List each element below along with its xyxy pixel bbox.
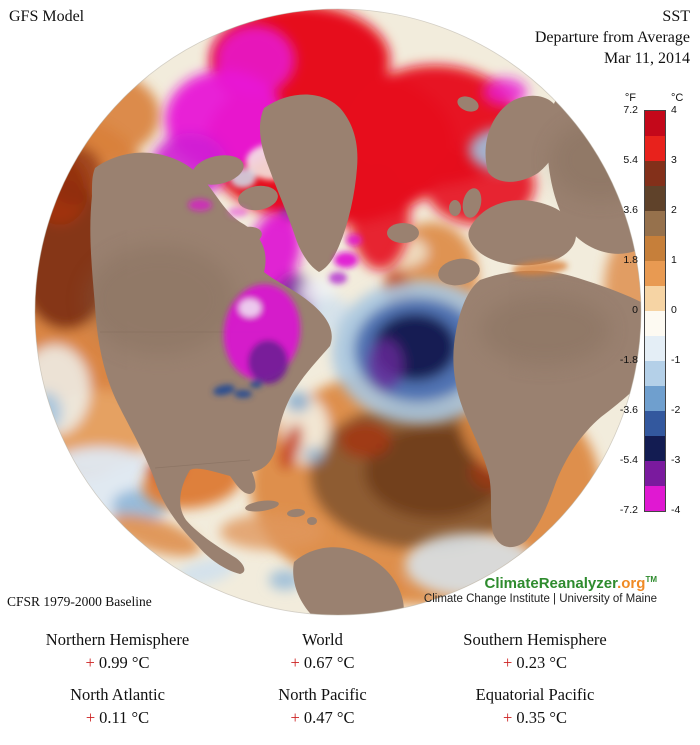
land-greenland	[259, 94, 358, 272]
page-subtitle: Departure from Average	[534, 29, 690, 47]
stat-value: +0.47 °C	[278, 708, 366, 728]
stats-row-1: Northern Hemisphere +0.99 °C World +0.67…	[0, 630, 700, 673]
stat-equatorial-pacific: Equatorial Pacific +0.35 °C	[476, 685, 595, 728]
colorbar-tick-f: 7.2	[623, 104, 638, 116]
colorbar-ticks-c: 4 3 2 1 0 -1 -2 -3 -4	[666, 104, 696, 516]
anomaly-sign: +	[503, 653, 513, 672]
stat-northern-hemisphere: Northern Hemisphere +0.99 °C	[46, 630, 189, 673]
stat-value: +0.11 °C	[70, 708, 165, 728]
regional-anomaly-stats: Northern Hemisphere +0.99 °C World +0.67…	[0, 630, 700, 740]
date-label: Mar 11, 2014	[603, 50, 690, 68]
stat-label: North Pacific	[278, 685, 367, 704]
stat-north-atlantic: North Atlantic +0.11 °C	[70, 685, 165, 728]
land-scandinavia	[485, 95, 563, 182]
colorbar-units: °F °C	[600, 92, 700, 104]
title-block: SST Departure from Average Mar 11, 2014	[535, 6, 690, 69]
colorbar-tick-f: -7.2	[619, 504, 638, 516]
colorbar-tick-c: -2	[671, 404, 681, 416]
anomaly-sign: +	[290, 653, 300, 672]
colorbar-tick-f: -5.4	[619, 454, 638, 466]
colorbar-tick-c: 0	[671, 304, 677, 316]
anomaly-value: 0.35 °C	[516, 708, 567, 727]
land-iberia	[438, 258, 480, 286]
stat-label: World	[302, 630, 343, 649]
land-south-america	[293, 547, 404, 615]
anomaly-sign: +	[503, 708, 513, 727]
anomaly-sign: +	[85, 653, 95, 672]
land-iceland	[387, 223, 419, 243]
colorbar-tick-c: 2	[671, 204, 677, 216]
colorbar-tick-f: 5.4	[623, 154, 638, 166]
colorbar-tick-c: -1	[671, 354, 681, 366]
stat-southern-hemisphere: Southern Hemisphere +0.23 °C	[463, 630, 606, 673]
stat-label: North Atlantic	[70, 685, 165, 704]
stat-value: +0.35 °C	[476, 708, 595, 728]
page-title: SST	[662, 8, 690, 25]
stat-north-pacific: North Pacific +0.47 °C	[278, 685, 366, 728]
anomaly-value: 0.67 °C	[303, 653, 355, 672]
colorbar-ticks-f: 7.2 5.4 3.6 1.8 0 -1.8 -3.6 -5.4 -7.2	[600, 104, 642, 516]
colorbar-tick-c: 1	[671, 254, 677, 266]
anomaly-sign: +	[290, 708, 300, 727]
model-label: GFS Model	[9, 8, 85, 25]
colorbar-gradient	[644, 110, 666, 512]
stat-label: Equatorial Pacific	[475, 685, 595, 704]
colorbar-body: 7.2 5.4 3.6 1.8 0 -1.8 -3.6 -5.4 -7.2 4 3 2 1 0 -1 -2 -…	[600, 104, 700, 516]
colorbar-tick-f: 1.8	[623, 254, 638, 266]
anomaly-value: 0.11 °C	[99, 708, 150, 727]
colorbar-tick-c: -3	[671, 454, 681, 466]
anomaly-value: 0.99 °C	[98, 653, 150, 672]
colorbar-tick-c: 3	[671, 154, 677, 166]
stats-row-2: North Atlantic +0.11 °C North Pacific +0…	[0, 685, 700, 728]
anomaly-value: 0.47 °C	[303, 708, 355, 727]
colorbar-unit-f: °F	[624, 92, 636, 104]
land-svalbard	[457, 96, 479, 112]
baseline-label: CFSR 1979-2000 Baseline	[7, 594, 152, 609]
anomaly-value: 0.23 °C	[516, 653, 567, 672]
land-caribbean-islands	[245, 500, 317, 525]
stat-label: Northern Hemisphere	[45, 630, 190, 649]
colorbar-tick-c: -4	[671, 504, 681, 516]
colorbar-tick-c: 4	[671, 104, 677, 116]
stat-world: World +0.67 °C	[291, 630, 355, 673]
brand-name: ClimateReanalyzer	[484, 575, 618, 592]
land-europe	[468, 200, 577, 266]
stat-value: +0.99 °C	[46, 653, 189, 673]
colorbar-tick-f: 3.6	[623, 204, 638, 216]
brand-trademark: TM	[645, 575, 657, 584]
brand-org-suffix: .org	[617, 575, 646, 592]
colorbar-tick-f: 0	[632, 304, 638, 316]
land-ireland	[449, 200, 461, 216]
colorbar-unit-c: °C	[671, 92, 684, 104]
inland-water-anomalies	[188, 199, 568, 398]
colorbar-tick-f: -1.8	[619, 354, 638, 366]
stat-value: +0.23 °C	[463, 653, 606, 673]
anomaly-sign: +	[85, 708, 96, 727]
stat-value: +0.67 °C	[291, 653, 355, 673]
land-britain	[462, 188, 482, 218]
stat-label: Southern Hemisphere	[463, 630, 607, 649]
colorbar: °F °C 7.2 5.4 3.6 1.8 0 -1.8 -3.6 -5.4 -7.2 4 3 2 1…	[600, 92, 700, 516]
colorbar-tick-f: -3.6	[619, 404, 638, 416]
globe-rim	[34, 8, 642, 616]
brand-block: ClimateReanalyzer.orgTM Climate Change I…	[424, 575, 657, 605]
brand-link[interactable]: ClimateReanalyzer.orgTM	[424, 575, 657, 592]
institute-credit: Climate Change Institute | University of…	[423, 593, 657, 605]
